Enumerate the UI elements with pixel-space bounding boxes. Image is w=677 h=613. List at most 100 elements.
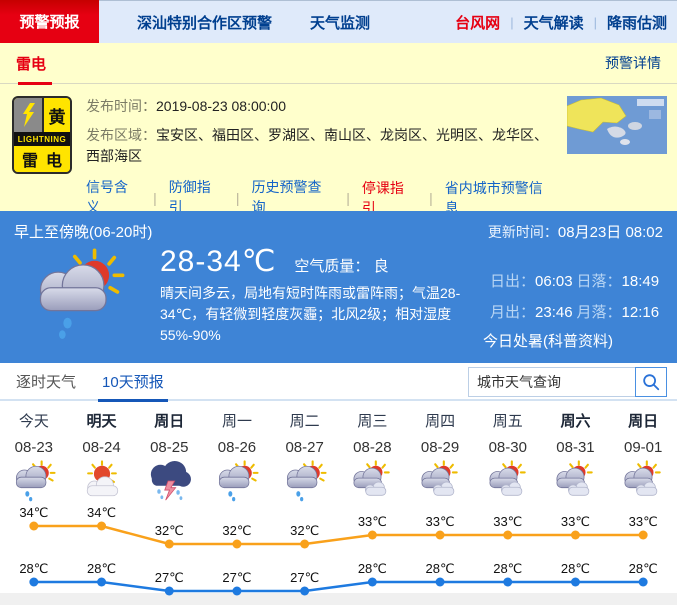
day-date: 08-28 [353,439,392,456]
day-name: 今天 [18,413,49,430]
high-temp-label: 33℃ [629,514,658,529]
high-temp-point [570,530,580,540]
low-temp-point [638,577,648,587]
forecast-day-column[interactable]: 周三 08-28 [339,401,407,507]
low-temp-point [29,577,39,587]
day-date: 08-29 [420,439,460,456]
weather-icon [417,460,463,502]
nav-item-shenshan-warning[interactable]: 深汕特别合作区预警 [137,14,273,32]
forecast-day-column[interactable]: 今天 08-23 [0,401,68,507]
moonrise-value: 23:46 [535,304,573,321]
nav-tab-warning-forecast[interactable]: 预警预报 [0,0,99,43]
weather-icon [349,460,395,502]
high-temp-label: 32℃ [155,523,184,538]
day-name: 周五 [492,413,523,430]
high-temp-point [503,530,513,540]
forecast-day-column[interactable]: 周日 08-25 [135,401,203,507]
link-separator: | [235,189,240,206]
low-temp-label: 28℃ [87,561,116,576]
air-quality-label: 空气质量： [294,258,370,275]
nav-right-links: 台风网 | 天气解读 | 降雨估测 [455,12,667,33]
high-temp-point [232,539,242,549]
weather-icon [146,460,192,502]
weather-icon [552,460,598,502]
high-temp-point [29,521,39,531]
lightning-bolt-icon [14,98,44,132]
high-temp-label: 33℃ [426,514,455,529]
nav-separator: | [593,14,597,30]
day-date: 08-23 [14,439,54,456]
top-navigation: 预警预报 深汕特别合作区预警 天气监测 台风网 | 天气解读 | 降雨估测 [0,0,677,43]
forecast-day-column[interactable]: 周四 08-29 [406,401,474,507]
low-temp-point [97,577,107,587]
low-temp-label: 28℃ [629,561,658,576]
sunset-value: 18:49 [621,273,660,290]
high-temp-point [300,539,310,549]
low-temp-point [503,577,513,587]
publish-area-label: 发布区域： [86,126,156,143]
forecast-period: 早上至傍晚(06-20时) [14,224,153,241]
search-button[interactable] [635,367,667,397]
warning-title-bar: 雷电 预警详情 [0,43,677,85]
forecast-day-column[interactable]: 周五 08-30 [474,401,542,507]
sunrise-value: 06:03 [535,273,573,290]
low-temp-label: 28℃ [19,561,48,576]
update-time-value: 08月23日 08:02 [557,224,663,241]
low-temp-point [367,577,377,587]
moonset-value: 12:16 [621,304,660,321]
forecast-day-column[interactable]: 周六 08-31 [542,401,610,507]
publish-area-value: 宝安区、福田区、罗湖区、南山区、龙岗区、光明区、龙华区、西部海区 [86,126,548,165]
low-temp-label: 28℃ [493,561,522,576]
forecast-day-column[interactable]: 周二 08-27 [271,401,339,507]
low-temp-label: 28℃ [358,561,387,576]
warning-area-map-thumbnail[interactable] [567,96,667,154]
lightning-band-label: LIGHTNING [14,132,70,146]
publish-time-value: 2019-08-23 08:00:00 [156,98,286,114]
warning-detail-link[interactable]: 预警详情 [605,55,661,71]
forecast-day-column[interactable]: 周日 09-01 [609,401,677,507]
nav-link-weather-interpretation[interactable]: 天气解读 [523,14,584,32]
high-temp-label: 33℃ [493,514,522,529]
link-separator: | [153,189,157,206]
nav-item-weather-monitor[interactable]: 天气监测 [310,14,371,32]
day-name: 周日 [154,413,185,430]
day-name: 明天 [86,413,117,430]
tab-hourly-weather[interactable]: 逐时天气 [16,373,77,391]
low-temp-label: 27℃ [155,570,184,585]
day-name: 周六 [560,413,591,430]
high-temp-point [638,530,648,540]
warning-type-tab[interactable]: 雷电 [16,53,53,85]
high-temp-label: 33℃ [561,514,590,529]
high-temp-label: 34℃ [19,507,48,520]
high-temp-point [367,530,377,540]
low-temp-point [232,586,242,596]
nav-separator: | [510,14,514,30]
solar-term-link[interactable]: 今日处暑(科普资料) [483,333,613,350]
weather-icon [282,460,328,502]
weather-icon [11,460,57,502]
search-input[interactable] [468,367,636,397]
sun-moon-times: 日出：06:03 日落：18:49 月出：23:46 月落：12:16 [490,270,663,322]
air-quality-value: 良 [373,258,389,275]
warning-info: 发布时间：2019-08-23 08:00:00 发布区域：宝安区、福田区、罗湖… [86,96,555,219]
weather-icon [485,460,531,502]
weather-icon [79,460,125,502]
day-date: 08-25 [150,439,189,456]
search-icon [643,374,660,391]
low-temp-point [435,577,445,587]
warning-grade-char: 黄 [44,98,70,132]
day-name: 周一 [221,413,252,430]
forecast-day-column[interactable]: 周一 08-26 [203,401,271,507]
tab-ten-day-forecast[interactable]: 10天预报 [98,362,168,402]
update-time-label: 更新时间： [487,224,558,240]
temperature-chart: 34℃ 34℃ 32℃ 32℃ 32℃ 33℃ 33℃ 33℃ 33℃ 33℃ 28℃ 28℃ 27℃ 2… [0,507,677,605]
moonrise-label: 月出： [490,304,536,321]
high-temp-point [435,530,445,540]
nav-link-rain-estimate[interactable]: 降雨估测 [606,14,667,32]
forecast-tab-bar: 逐时天气 10天预报 [0,362,677,402]
day-date: 08-31 [556,439,595,456]
warning-type-char: 雷电 [14,146,70,172]
low-temp-label: 28℃ [426,561,455,576]
nav-link-typhoon-net[interactable]: 台风网 [455,14,501,32]
forecast-day-column[interactable]: 明天 08-24 [68,401,136,507]
